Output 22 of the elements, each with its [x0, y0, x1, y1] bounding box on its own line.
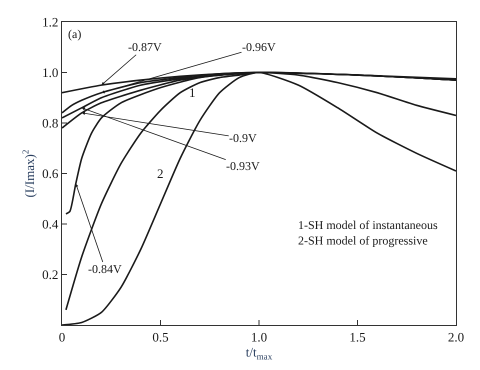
annotation: 2-SH model of progressive [298, 234, 428, 248]
text: -0.9V [229, 131, 257, 145]
y-tick-label: 0.6 [42, 166, 59, 182]
series-label: 2 [157, 166, 164, 181]
y-tick-label: 0.4 [42, 216, 59, 232]
x-tick-label: 0 [58, 330, 66, 345]
x-tick-label: 2.0 [448, 330, 464, 345]
x-tick-label: 1.0 [250, 330, 268, 345]
annotation: 1-SH model of instantaneous [298, 218, 438, 232]
series-label: -0.96V [242, 40, 276, 54]
y-tick-label: 0.2 [42, 267, 58, 282]
x-tick-label: 1.5 [349, 330, 366, 345]
annotation: (a) [68, 27, 82, 41]
y-tick-label: 0.8 [42, 116, 58, 131]
y-tick-label: 1.0 [42, 65, 58, 80]
series-label: -0.87V [128, 40, 162, 54]
text: -0.84V [88, 262, 122, 276]
x-tick-label: 0.5 [152, 330, 169, 345]
y-tick-label: 1.2 [42, 14, 58, 30]
x-axis-title: t/t$_{max}$ [246, 344, 273, 362]
text: -0.93V [226, 159, 260, 173]
series-label: 1 [189, 85, 196, 100]
